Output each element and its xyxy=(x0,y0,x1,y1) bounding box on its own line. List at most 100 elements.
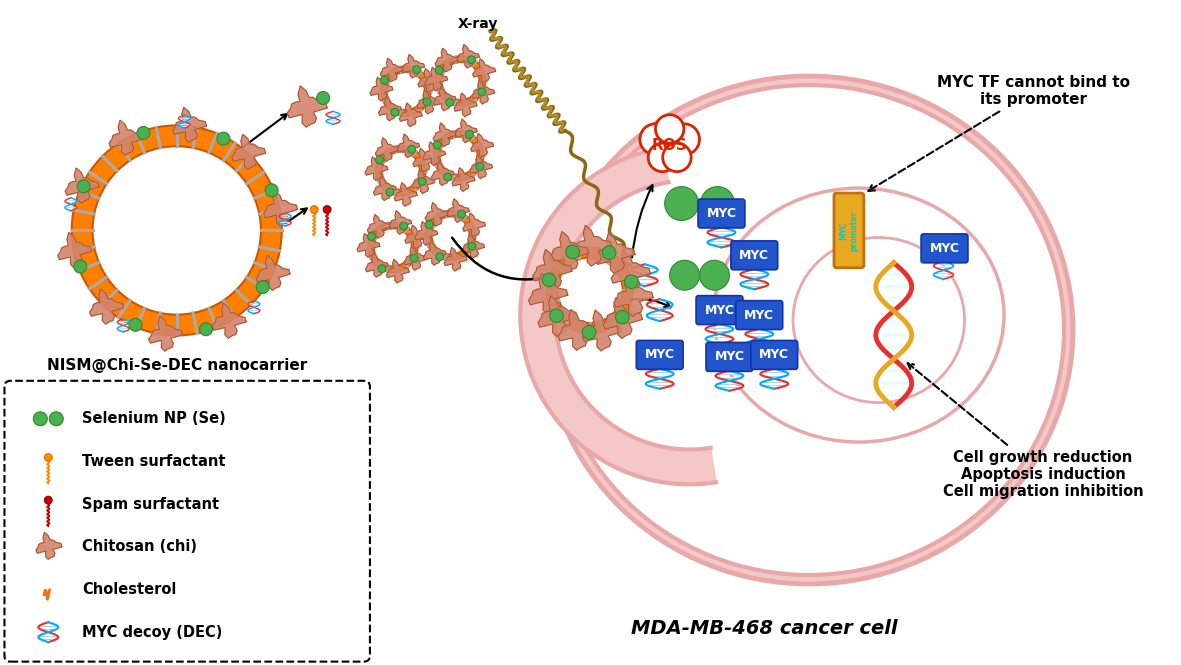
Circle shape xyxy=(200,323,213,336)
Circle shape xyxy=(557,257,622,323)
Circle shape xyxy=(45,496,52,504)
Text: MYC: MYC xyxy=(739,249,769,262)
Polygon shape xyxy=(455,93,477,116)
Circle shape xyxy=(700,187,735,221)
Polygon shape xyxy=(366,253,389,277)
Polygon shape xyxy=(404,247,426,270)
FancyBboxPatch shape xyxy=(731,241,778,270)
Text: MDA-MB-468 cancer cell: MDA-MB-468 cancer cell xyxy=(631,619,898,638)
Polygon shape xyxy=(37,533,61,559)
Circle shape xyxy=(433,141,442,149)
Polygon shape xyxy=(373,177,397,200)
Circle shape xyxy=(324,205,331,213)
Ellipse shape xyxy=(792,237,965,402)
Circle shape xyxy=(44,589,47,593)
Circle shape xyxy=(670,260,699,290)
Polygon shape xyxy=(287,86,327,127)
Circle shape xyxy=(478,88,485,96)
Text: MYC: MYC xyxy=(744,309,775,322)
Polygon shape xyxy=(417,90,439,114)
Polygon shape xyxy=(529,273,568,314)
Circle shape xyxy=(549,309,563,323)
Polygon shape xyxy=(614,276,653,317)
Circle shape xyxy=(566,245,580,259)
Text: Spam surfactant: Spam surfactant xyxy=(83,497,220,511)
Circle shape xyxy=(381,152,419,190)
Circle shape xyxy=(547,247,633,333)
Text: MYC: MYC xyxy=(715,350,744,363)
Text: MYC: MYC xyxy=(929,242,959,255)
Polygon shape xyxy=(472,59,496,82)
Circle shape xyxy=(425,221,433,229)
Polygon shape xyxy=(425,203,448,226)
Circle shape xyxy=(418,178,426,186)
Circle shape xyxy=(137,126,150,140)
Circle shape xyxy=(468,56,476,64)
Circle shape xyxy=(367,222,418,273)
Circle shape xyxy=(432,217,469,254)
Polygon shape xyxy=(457,45,479,68)
Circle shape xyxy=(73,260,86,273)
Circle shape xyxy=(602,246,616,259)
Circle shape xyxy=(665,187,698,221)
FancyBboxPatch shape xyxy=(921,234,968,263)
Polygon shape xyxy=(573,225,612,266)
Polygon shape xyxy=(463,213,485,237)
Circle shape xyxy=(655,115,684,143)
Polygon shape xyxy=(549,231,588,272)
Text: X-ray: X-ray xyxy=(457,17,497,31)
Polygon shape xyxy=(399,103,422,126)
Polygon shape xyxy=(444,247,466,271)
Text: Chitosan (chi): Chitosan (chi) xyxy=(83,539,197,555)
Polygon shape xyxy=(402,55,424,78)
Circle shape xyxy=(317,92,329,104)
Circle shape xyxy=(46,597,48,600)
Polygon shape xyxy=(603,297,642,338)
Polygon shape xyxy=(433,123,456,146)
Circle shape xyxy=(380,76,389,84)
Polygon shape xyxy=(109,120,143,156)
Text: ROS: ROS xyxy=(652,138,687,154)
Polygon shape xyxy=(231,134,266,170)
Circle shape xyxy=(77,180,90,193)
FancyBboxPatch shape xyxy=(706,342,752,371)
FancyBboxPatch shape xyxy=(696,296,743,325)
Polygon shape xyxy=(435,48,458,72)
Polygon shape xyxy=(471,80,495,104)
Circle shape xyxy=(433,131,483,181)
Polygon shape xyxy=(394,183,417,206)
Circle shape xyxy=(50,412,64,426)
Polygon shape xyxy=(423,241,446,265)
Polygon shape xyxy=(367,215,390,238)
FancyBboxPatch shape xyxy=(5,381,370,662)
Polygon shape xyxy=(65,168,99,203)
Polygon shape xyxy=(582,310,621,351)
Circle shape xyxy=(468,242,476,250)
Text: MYC TF cannot bind to
its promoter: MYC TF cannot bind to its promoter xyxy=(868,75,1130,191)
Text: Selenium NP (Se): Selenium NP (Se) xyxy=(83,411,226,426)
Circle shape xyxy=(92,146,261,315)
Text: MYC: MYC xyxy=(706,207,737,220)
Circle shape xyxy=(391,108,399,116)
Polygon shape xyxy=(423,142,445,166)
Polygon shape xyxy=(470,155,492,179)
Polygon shape xyxy=(380,58,403,82)
Circle shape xyxy=(542,273,556,287)
Polygon shape xyxy=(58,233,92,267)
Ellipse shape xyxy=(546,76,1074,584)
Polygon shape xyxy=(376,138,398,162)
FancyBboxPatch shape xyxy=(751,340,797,369)
Polygon shape xyxy=(431,162,454,186)
Polygon shape xyxy=(213,303,246,338)
FancyBboxPatch shape xyxy=(698,199,745,228)
Polygon shape xyxy=(533,249,572,290)
Polygon shape xyxy=(471,134,494,157)
Polygon shape xyxy=(455,119,477,143)
Circle shape xyxy=(648,143,677,172)
Circle shape xyxy=(256,281,269,294)
Circle shape xyxy=(444,173,451,181)
Polygon shape xyxy=(595,233,635,273)
Polygon shape xyxy=(389,211,411,234)
Polygon shape xyxy=(263,191,298,226)
Polygon shape xyxy=(611,251,651,293)
